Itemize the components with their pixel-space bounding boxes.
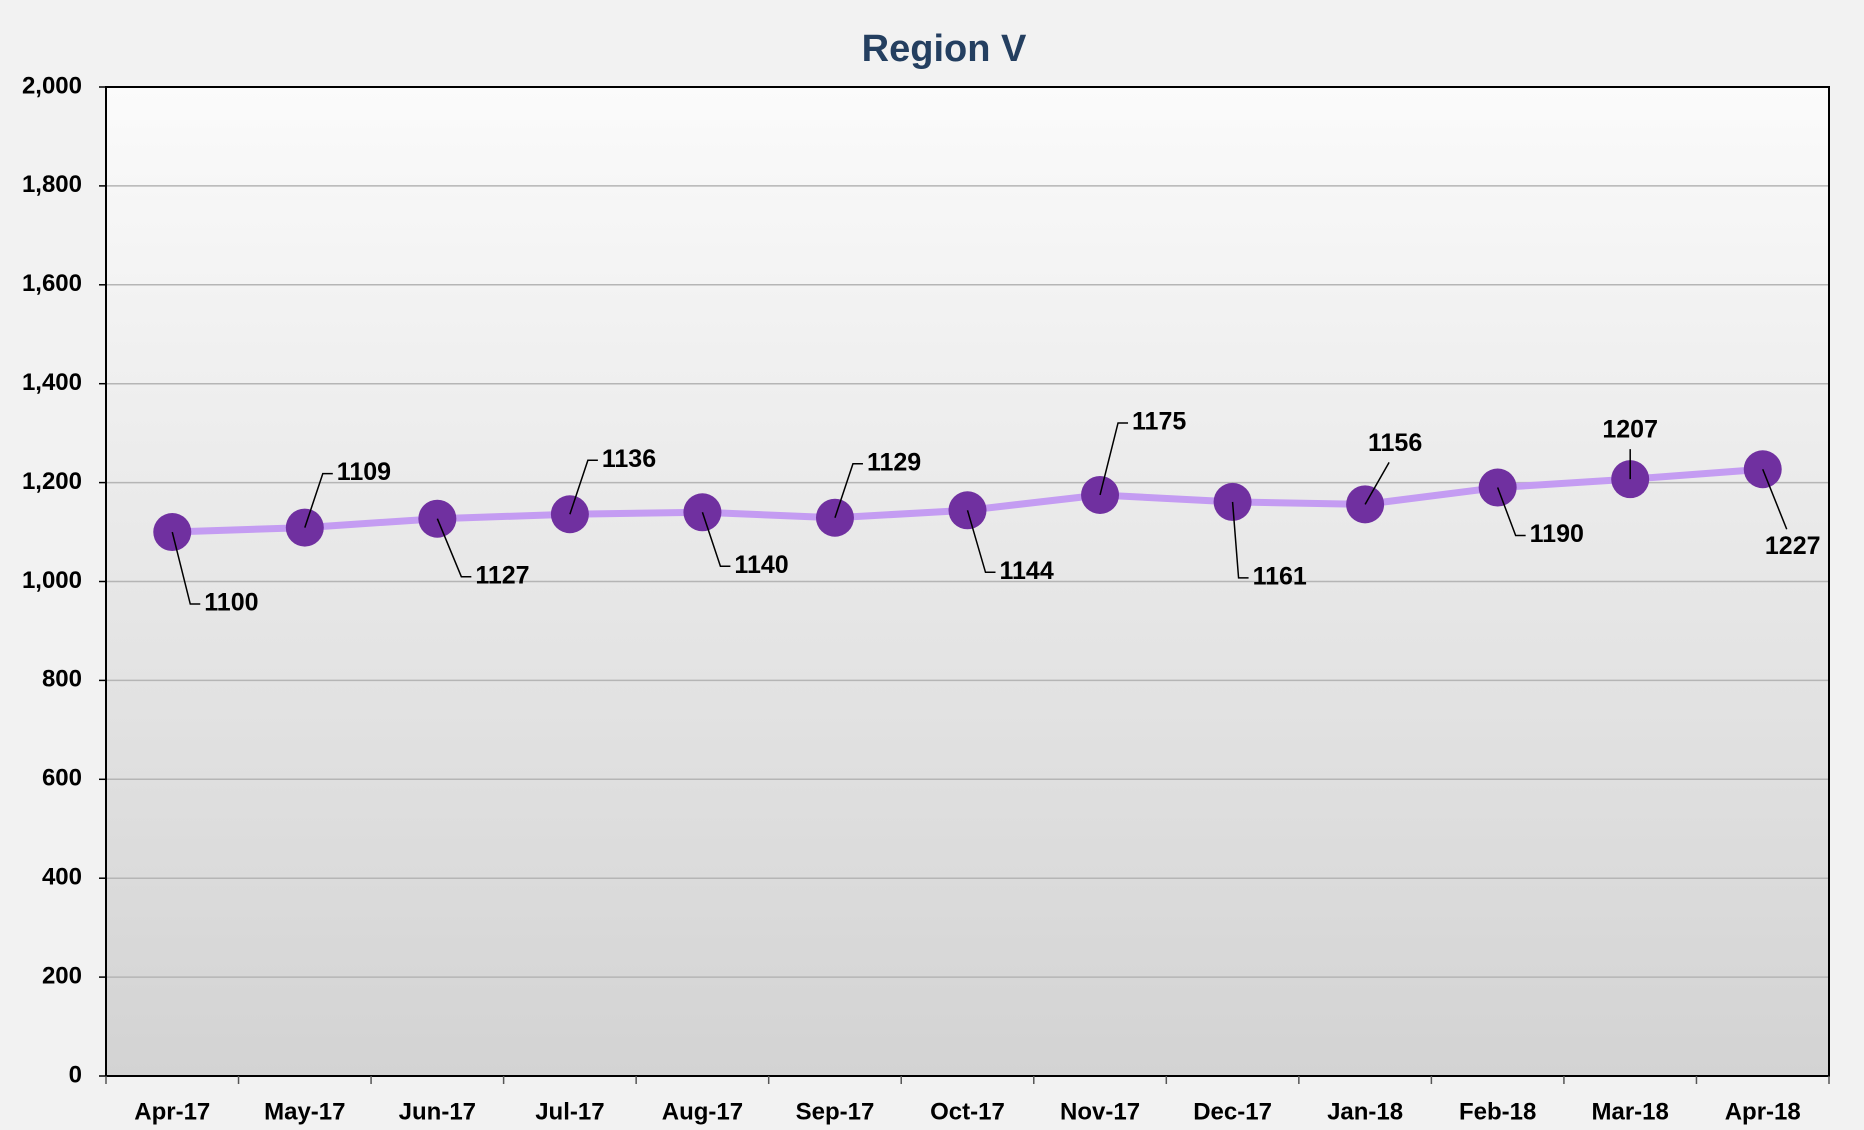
marker	[1346, 485, 1385, 524]
data-label: 1161	[1253, 562, 1307, 590]
data-label: 1156	[1368, 429, 1422, 457]
data-label: 1109	[337, 458, 391, 486]
data-label: 1190	[1530, 520, 1584, 548]
y-tick-label: 0	[69, 1061, 82, 1088]
data-label: 1207	[1602, 416, 1658, 444]
y-tick-label: 1,800	[22, 171, 82, 198]
chart-title: Region V	[862, 28, 1027, 70]
y-tick-label: 1,200	[22, 468, 82, 495]
x-tick-label: Feb-18	[1459, 1098, 1536, 1125]
x-tick-label: Jun-17	[399, 1098, 476, 1125]
leader-line	[436, 518, 472, 578]
data-label: 1227	[1765, 532, 1821, 560]
data-label: 1127	[475, 561, 529, 589]
plot-border	[105, 86, 1830, 1077]
marker	[1081, 475, 1120, 514]
y-tick-label: 600	[42, 765, 82, 792]
leader-line	[834, 462, 863, 518]
leader-line	[1099, 422, 1129, 496]
leader-line	[1231, 501, 1249, 579]
y-tick-label: 1,000	[22, 567, 82, 594]
y-tick-label: 200	[42, 962, 82, 989]
y-tick-label: 400	[42, 864, 82, 891]
y-tick-label: 2,000	[22, 72, 82, 99]
x-tick-label: Oct-17	[930, 1098, 1005, 1125]
data-label: 1136	[602, 445, 656, 473]
x-tick-label: Mar-18	[1592, 1098, 1669, 1125]
x-tick-label: Jan-18	[1327, 1098, 1403, 1125]
leader-line	[304, 472, 333, 528]
data-label: 1175	[1132, 408, 1186, 436]
data-label: 1140	[734, 551, 788, 579]
leader-line	[1364, 461, 1390, 505]
x-tick-label: Dec-17	[1193, 1098, 1272, 1125]
x-tick-label: Jul-17	[535, 1098, 604, 1125]
x-tick-label: Apr-17	[134, 1098, 210, 1125]
data-label: 1100	[204, 589, 258, 617]
leader-line	[1496, 487, 1526, 537]
x-tick-label: Sep-17	[796, 1098, 875, 1125]
data-label: 1144	[1000, 557, 1054, 585]
x-tick-label: May-17	[264, 1098, 345, 1125]
leader-line	[569, 459, 598, 515]
y-tick-label: 1,400	[22, 369, 82, 396]
leader-line	[1762, 468, 1788, 530]
x-tick-label: Nov-17	[1060, 1098, 1140, 1125]
y-tick-label: 1,600	[22, 270, 82, 297]
x-tick-label: Aug-17	[662, 1098, 743, 1125]
data-label: 1129	[867, 448, 921, 476]
leader-line	[701, 512, 731, 568]
x-tick-label: Apr-18	[1725, 1098, 1801, 1125]
leader-line	[171, 531, 201, 605]
y-tick-label: 800	[42, 666, 82, 693]
leader-line	[966, 510, 996, 574]
